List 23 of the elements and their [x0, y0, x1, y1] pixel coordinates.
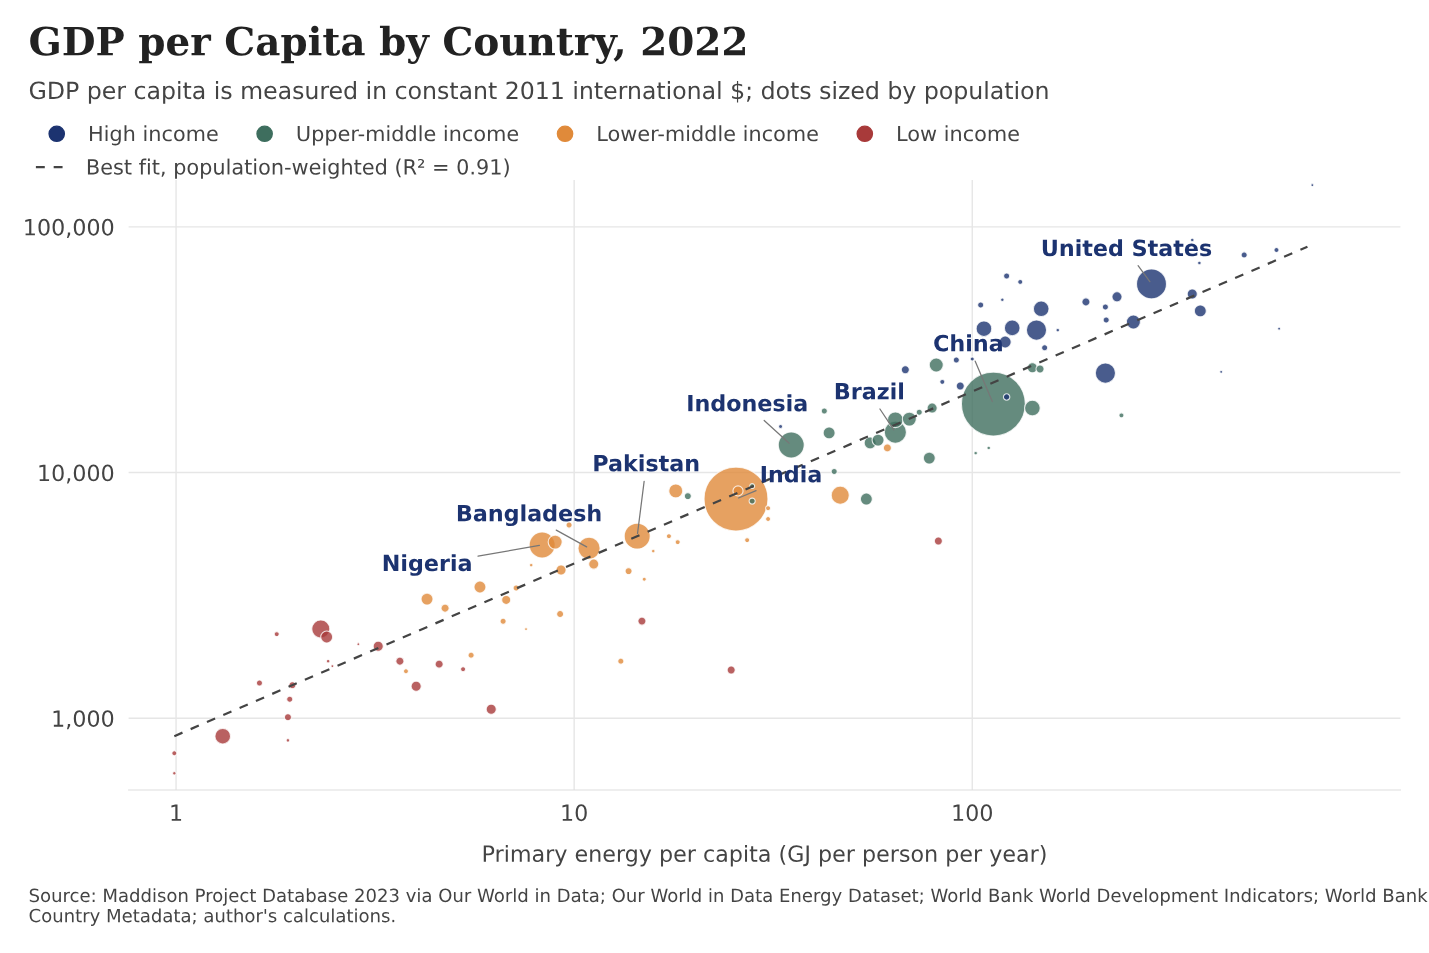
chart-title: GDP per Capita by Country, 2022	[30, 25, 745, 64]
x-tick-label: 100	[953, 804, 992, 822]
x-tick-label: 1	[171, 804, 182, 821]
y-tick-label: 1,000	[53, 710, 114, 730]
annotation: Bangladesh	[457, 504, 601, 527]
x-axis-title: Primary energy per capita (GJ per person per year)	[483, 844, 1046, 867]
annotation: Nigeria	[383, 554, 471, 576]
annotation: China	[934, 334, 1002, 352]
annotation: United States	[1042, 239, 1212, 257]
legend-label: High income	[90, 125, 218, 146]
y-tick-label: 10,000	[39, 464, 114, 484]
annotation: India	[761, 465, 821, 483]
annotation: Pakistan	[594, 454, 699, 472]
y-tick-label: 100,000	[25, 218, 114, 238]
x-tick-label: 10	[562, 804, 587, 822]
annotation: Indonesia	[688, 394, 807, 412]
legend-label: Lower-middle income	[598, 125, 818, 142]
legend-label: Upper-middle income	[297, 125, 519, 146]
legend-label: Low income	[898, 125, 1019, 142]
annotation: Brazil	[835, 382, 904, 400]
source-note: Source: Maddison Project Database 2023 via Our World in Data; Our World in Data Energy Dataset; World Bank World Development Indicators; World Bank Country Metadata; author's calculations.	[29, 888, 1428, 926]
legend-label: Best fit, population-weighted (R² = 0.91)	[87, 158, 509, 179]
chart-subtitle: GDP per capita is measured in constant 2011 international $; dots sized by population	[29, 81, 1048, 104]
